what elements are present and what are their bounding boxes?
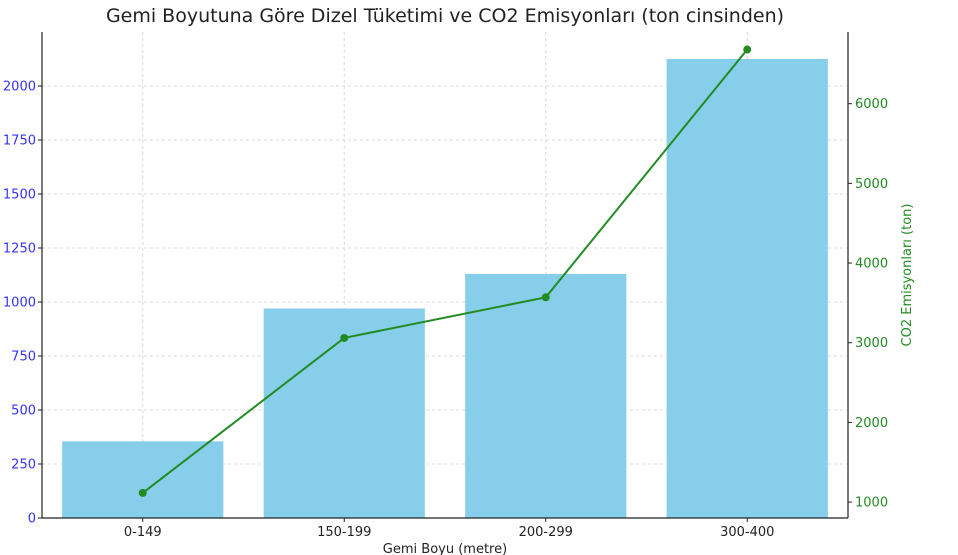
x-tick-label: 200-299 <box>519 525 573 540</box>
right-tick-label: 3000 <box>855 336 888 351</box>
right-tick-label: 1000 <box>855 496 888 511</box>
co2-point-0-149 <box>138 488 147 497</box>
bar-300-400 <box>666 59 828 518</box>
co2-point-300-400 <box>743 45 752 54</box>
axes <box>41 32 849 519</box>
co2-series-line <box>142 48 749 494</box>
bar-200-299 <box>465 273 627 518</box>
left-tick-label: 1250 <box>3 242 36 257</box>
left-tick-label: 1000 <box>3 296 36 311</box>
grid <box>42 32 848 519</box>
chart-title: Gemi Boyutuna Göre Dizel Tüketimi ve CO2… <box>106 5 784 27</box>
co2-line <box>138 45 752 497</box>
right-tick-label: 2000 <box>855 416 888 431</box>
left-tick-label: 500 <box>11 404 36 419</box>
left-tick-label: 2000 <box>3 80 36 95</box>
x-tick-label: 300-400 <box>720 525 774 540</box>
x-tick-label: 0-149 <box>124 525 162 540</box>
bars <box>62 59 828 518</box>
right-tick-label: 5000 <box>855 177 888 192</box>
co2-point-200-299 <box>541 293 550 302</box>
x-axis-label: Gemi Boyu (metre) <box>383 542 507 555</box>
left-tick-label: 750 <box>11 350 36 365</box>
left-tick-label: 1500 <box>3 188 36 203</box>
bar-0-149 <box>62 441 224 518</box>
co2-point-150-199 <box>340 333 349 342</box>
x-tick-label: 150-199 <box>317 525 371 540</box>
right-ticks: 1000 2000 3000 4000 5000 6000 <box>848 97 888 511</box>
bar-150-199 <box>263 308 425 518</box>
left-tick-label: 0 <box>28 512 36 527</box>
right-tick-label: 4000 <box>855 257 888 272</box>
right-tick-label: 6000 <box>855 97 888 112</box>
y2-axis-label: CO2 Emisyonları (ton) <box>900 204 915 347</box>
left-ticks: 0 250 500 750 1000 1250 1500 1750 2000 <box>3 80 42 527</box>
left-tick-label: 250 <box>11 458 36 473</box>
left-tick-label: 1750 <box>3 134 36 149</box>
bottom-ticks: 0-149 150-199 200-299 300-400 <box>124 518 774 540</box>
